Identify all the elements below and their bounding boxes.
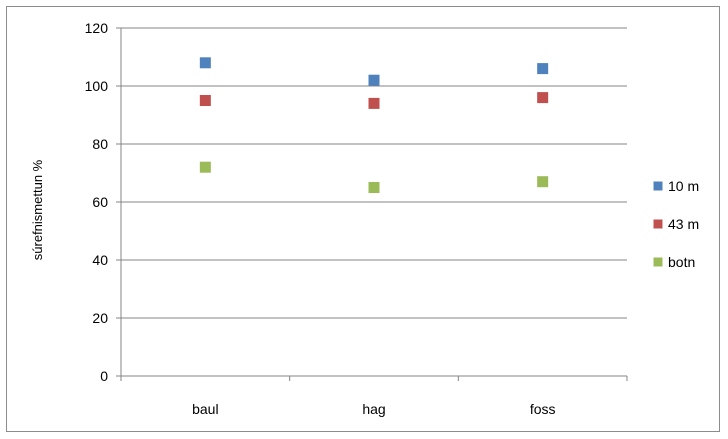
data-point: [368, 97, 380, 109]
legend-label: 10 m: [668, 178, 699, 194]
y-tick-label: 80: [92, 136, 108, 152]
gridlines: [121, 27, 627, 319]
data-point: [199, 57, 211, 69]
legend-label: 43 m: [668, 216, 699, 232]
chart-area: [6, 6, 720, 432]
data-point: [368, 74, 380, 86]
legend: 10 m 43 m botn: [653, 178, 699, 270]
legend-marker: [653, 257, 663, 267]
y-tick-label: 60: [92, 194, 108, 210]
legend-marker: [653, 181, 663, 191]
data-point: [537, 63, 549, 75]
x-tick-label: baul: [192, 401, 218, 417]
legend-label: botn: [668, 254, 695, 270]
y-tick-label: 120: [85, 20, 109, 36]
y-tick-label: 100: [85, 78, 109, 94]
data-point: [537, 176, 549, 188]
data-point: [199, 161, 211, 173]
y-axis-label: súrefnismettun %: [30, 159, 45, 260]
data-points: [199, 57, 549, 193]
x-axis-ticks: baul hag foss: [120, 376, 628, 417]
y-axis-ticks: 0 20 40 60 80 100 120: [85, 20, 121, 384]
legend-marker: [653, 219, 663, 229]
y-tick-label: 40: [92, 252, 108, 268]
x-tick-label: foss: [530, 401, 556, 417]
y-tick-label: 0: [100, 368, 108, 384]
data-point: [368, 182, 380, 193]
y-tick-label: 20: [92, 310, 108, 326]
data-point: [199, 95, 211, 106]
x-tick-label: hag: [362, 401, 385, 417]
data-point: [537, 92, 549, 104]
